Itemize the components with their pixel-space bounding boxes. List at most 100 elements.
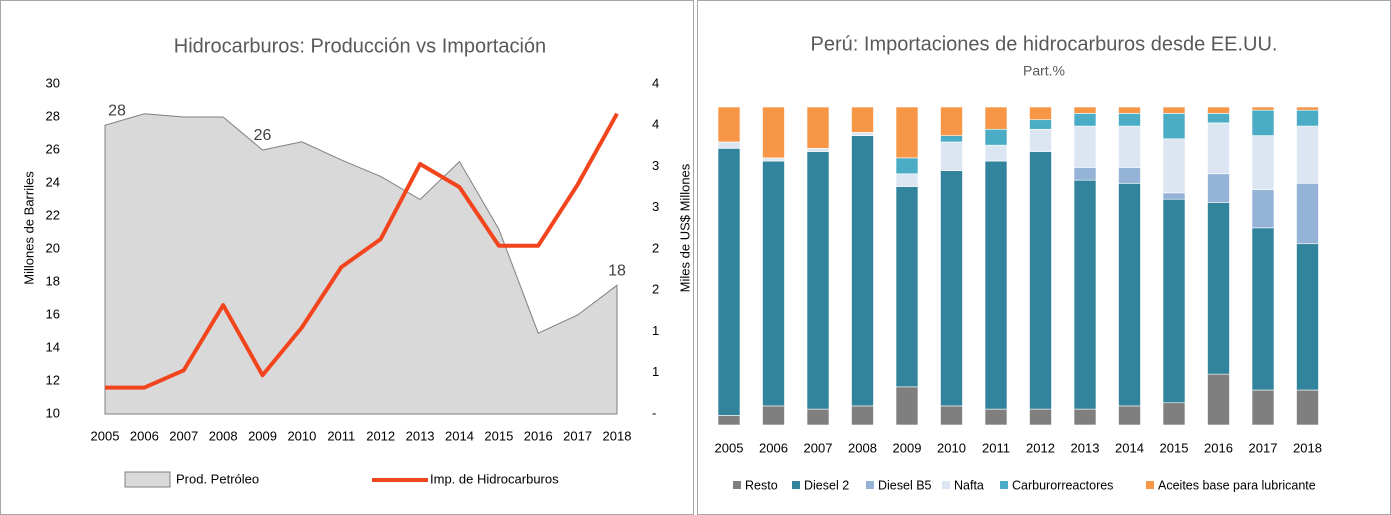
bar-segment — [762, 405, 785, 426]
legend-label: Diesel B5 — [878, 478, 932, 492]
y-tick-label: 26 — [46, 141, 60, 156]
legend-label: Aceites base para lubricante — [1158, 478, 1316, 492]
x-tick-label: 2018 — [1293, 440, 1322, 455]
bar-segment — [851, 106, 874, 133]
bar-segment — [1251, 227, 1275, 391]
bar-segment — [1207, 106, 1230, 114]
y2-tick-label: 1 — [652, 323, 659, 338]
bar-segment — [1251, 389, 1275, 426]
bar-segment — [940, 405, 963, 426]
legend-label: Imp. de Hidrocarburos — [430, 471, 559, 486]
bar-segment — [1296, 183, 1319, 245]
x-tick-label: 2009 — [248, 428, 277, 443]
y2-tick-label: 1 — [652, 364, 659, 379]
legend-label: Nafta — [954, 478, 984, 492]
x-tick-label: 2005 — [91, 428, 120, 443]
y2-tick-label: 4 — [652, 75, 659, 90]
bar-segment — [895, 106, 919, 159]
bar-segment — [1029, 151, 1052, 410]
bar-segment — [1118, 106, 1141, 114]
x-tick-label: 2006 — [759, 440, 788, 455]
bar-segment — [1029, 408, 1052, 426]
bar-segment — [940, 135, 963, 143]
y-tick-label: 12 — [46, 372, 60, 387]
bar-segment — [717, 141, 741, 149]
bar-segment — [984, 160, 1008, 410]
data-label: 28 — [108, 102, 126, 119]
y-tick-label: 10 — [46, 405, 60, 420]
bar-segment — [762, 157, 785, 162]
legend-label: Resto — [745, 478, 778, 492]
bar-segment — [806, 106, 830, 149]
bar-segment — [1029, 106, 1052, 121]
x-tick-label: 2011 — [327, 428, 355, 443]
chart-title: Hidrocarburos: Producción vs Importación — [174, 35, 546, 57]
x-tick-label: 2007 — [169, 428, 198, 443]
y2-tick-label: 3 — [652, 199, 659, 214]
bar-segment — [851, 135, 874, 407]
y2-tick-label: 4 — [652, 117, 659, 132]
legend-swatch — [1000, 481, 1008, 489]
x-tick-label: 2018 — [603, 428, 632, 443]
bar-segment — [1073, 113, 1097, 127]
bar-segment — [851, 132, 874, 136]
data-label: 18 — [608, 263, 626, 280]
bar-segment — [940, 141, 963, 171]
x-tick-label: 2007 — [804, 440, 833, 455]
bar-segment — [717, 148, 741, 416]
bar-segment — [1207, 173, 1230, 203]
bar-segment — [1029, 119, 1052, 130]
y2-tick-label: - — [652, 405, 656, 420]
bar-segment — [940, 170, 963, 407]
x-tick-label: 2012 — [366, 428, 395, 443]
y-tick-label: 30 — [46, 75, 60, 90]
y2-tick-label: 3 — [652, 158, 659, 173]
x-tick-label: 2008 — [209, 428, 238, 443]
bar-segment — [1073, 179, 1097, 410]
bar-segment — [806, 408, 830, 426]
bar-segment — [1118, 405, 1141, 426]
bar-segment — [984, 408, 1008, 426]
bar-segment — [1207, 113, 1230, 124]
bar-segment — [1251, 135, 1275, 190]
bar-segment — [717, 106, 741, 143]
legend-swatch — [866, 481, 874, 489]
bar-segment — [1251, 109, 1275, 136]
legend-swatch — [124, 471, 171, 488]
x-tick-label: 2014 — [1115, 440, 1144, 455]
x-tick-label: 2012 — [1026, 440, 1055, 455]
bar-segment — [1118, 167, 1141, 184]
legend-label: Carburorreactores — [1012, 478, 1113, 492]
bar-segment — [895, 157, 919, 175]
x-tick-label: 2014 — [445, 428, 474, 443]
bar-segment — [1073, 125, 1097, 168]
bar-segment — [984, 106, 1008, 130]
area — [104, 113, 618, 415]
y-tick-label: 20 — [46, 240, 60, 255]
y-tick-label: 28 — [46, 108, 60, 123]
bar-segment — [1073, 106, 1097, 114]
x-tick-label: 2015 — [484, 428, 513, 443]
legend-swatch — [1146, 481, 1154, 489]
x-tick-label: 2015 — [1160, 440, 1189, 455]
chart-subtitle: Part.% — [1023, 63, 1065, 79]
bar-segment — [895, 173, 919, 187]
x-tick-label: 2005 — [715, 440, 744, 455]
y-tick-label: 14 — [46, 339, 60, 354]
bar-segment — [1162, 113, 1186, 140]
bar-segment — [1251, 106, 1275, 111]
bar-segment — [806, 148, 830, 152]
y2-tick-label: 2 — [652, 240, 659, 255]
data-label: 26 — [254, 127, 272, 144]
bar-segment — [940, 106, 963, 136]
chart-title: Perú: Importaciones de hidrocarburos des… — [811, 33, 1278, 55]
x-tick-label: 2008 — [848, 440, 877, 455]
bar-segment — [1073, 408, 1097, 426]
legend-label: Diesel 2 — [804, 478, 849, 492]
bar-segment — [1251, 189, 1275, 229]
bar-segment — [1296, 243, 1319, 391]
bar-segment — [895, 186, 919, 388]
bar-segment — [1029, 128, 1052, 152]
bar-segment — [851, 405, 874, 426]
